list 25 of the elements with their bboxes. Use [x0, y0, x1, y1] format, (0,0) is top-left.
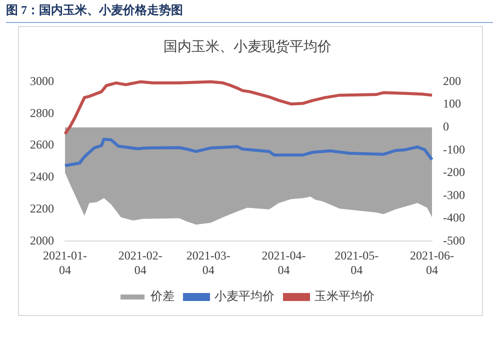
- chart-subtitle: 国内玉米、小麦现货平均价: [164, 39, 332, 56]
- y2-tick-label: -200: [443, 165, 466, 180]
- y-tick-label: 2600: [30, 138, 54, 152]
- x-tick-label: 2021-04- 04: [262, 248, 306, 277]
- x-tick-label: 2021-02- 04: [118, 248, 162, 277]
- x-tick-label: 2021-01- 04: [43, 248, 87, 277]
- y-tick-label: 2800: [30, 106, 54, 120]
- x-tick-label: 2021-05- 04: [334, 248, 379, 277]
- chart-title: 图 7：国内玉米、小麦价格走势图: [6, 2, 493, 23]
- x-tick-label: 2021-06- 04: [410, 248, 454, 277]
- legend-label: 价差: [150, 289, 174, 304]
- y2-tick-label: -400: [443, 210, 466, 225]
- y2-tick-label: 100: [443, 96, 462, 111]
- y-tick-label: 2000: [30, 233, 54, 248]
- x-tick-label: 2021-03- 04: [186, 248, 230, 277]
- y2-tick-label: 200: [443, 74, 462, 88]
- legend-label: 玉米平均价: [314, 289, 374, 304]
- y2-tick-label: -500: [443, 233, 466, 248]
- y2-tick-label: -300: [443, 188, 466, 202]
- y-tick-label: 3000: [30, 74, 54, 88]
- y-tick-label: 2400: [30, 170, 54, 184]
- y2-tick-label: -100: [443, 142, 466, 156]
- legend-label: 小麦平均价: [214, 289, 274, 304]
- y2-tick-label: 0: [443, 120, 450, 134]
- y-tick-label: 2200: [30, 201, 54, 216]
